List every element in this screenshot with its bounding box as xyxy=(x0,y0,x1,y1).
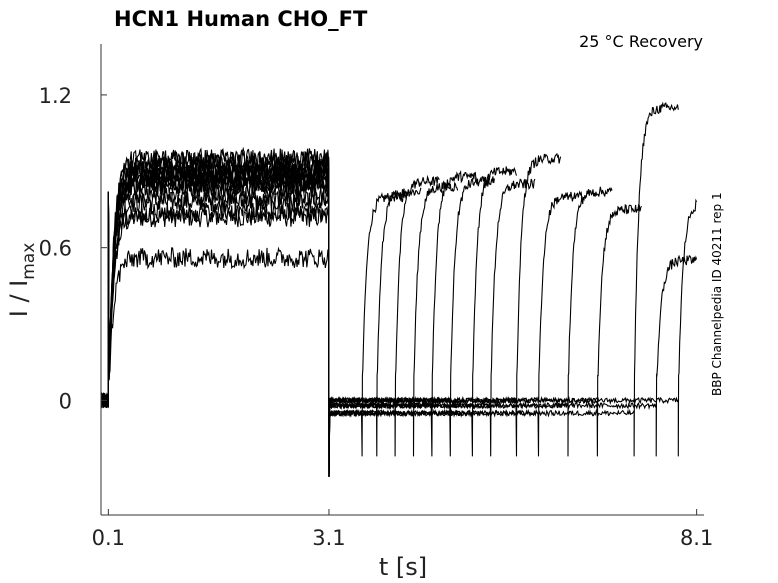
x-tick-label: 0.1 xyxy=(92,526,125,550)
y-axis-label-main: I / I xyxy=(5,280,33,318)
y-tick-label: 0.6 xyxy=(39,237,72,261)
sweep-trace xyxy=(100,173,495,477)
trace-group xyxy=(100,101,698,477)
x-tick-label: 3.1 xyxy=(312,526,345,550)
sweep-trace xyxy=(100,191,698,477)
sweep-trace xyxy=(100,149,562,477)
side-note: BBP Channelpedia ID 40211 rep 1 xyxy=(710,192,724,396)
sweep-trace xyxy=(100,187,422,477)
y-axis-label-sub: max xyxy=(19,243,39,280)
y-ticks: 0 0.6 1.2 xyxy=(39,84,107,413)
sweep-trace xyxy=(100,191,698,477)
x-axis-label: t [s] xyxy=(379,553,427,581)
x-ticks: 0.1 3.1 8.1 xyxy=(92,509,713,550)
y-tick-label: 1.2 xyxy=(39,84,72,108)
sweep-trace xyxy=(100,160,613,477)
sweep-trace xyxy=(100,189,407,477)
chart-subtitle: 25 °C Recovery xyxy=(579,32,703,51)
x-tick-label: 8.1 xyxy=(680,526,713,550)
y-axis-label: I / Imax xyxy=(5,243,39,318)
sweep-trace xyxy=(100,101,679,477)
chart-title: HCN1 Human CHO_FT xyxy=(114,7,368,31)
y-tick-label: 0 xyxy=(59,389,72,413)
